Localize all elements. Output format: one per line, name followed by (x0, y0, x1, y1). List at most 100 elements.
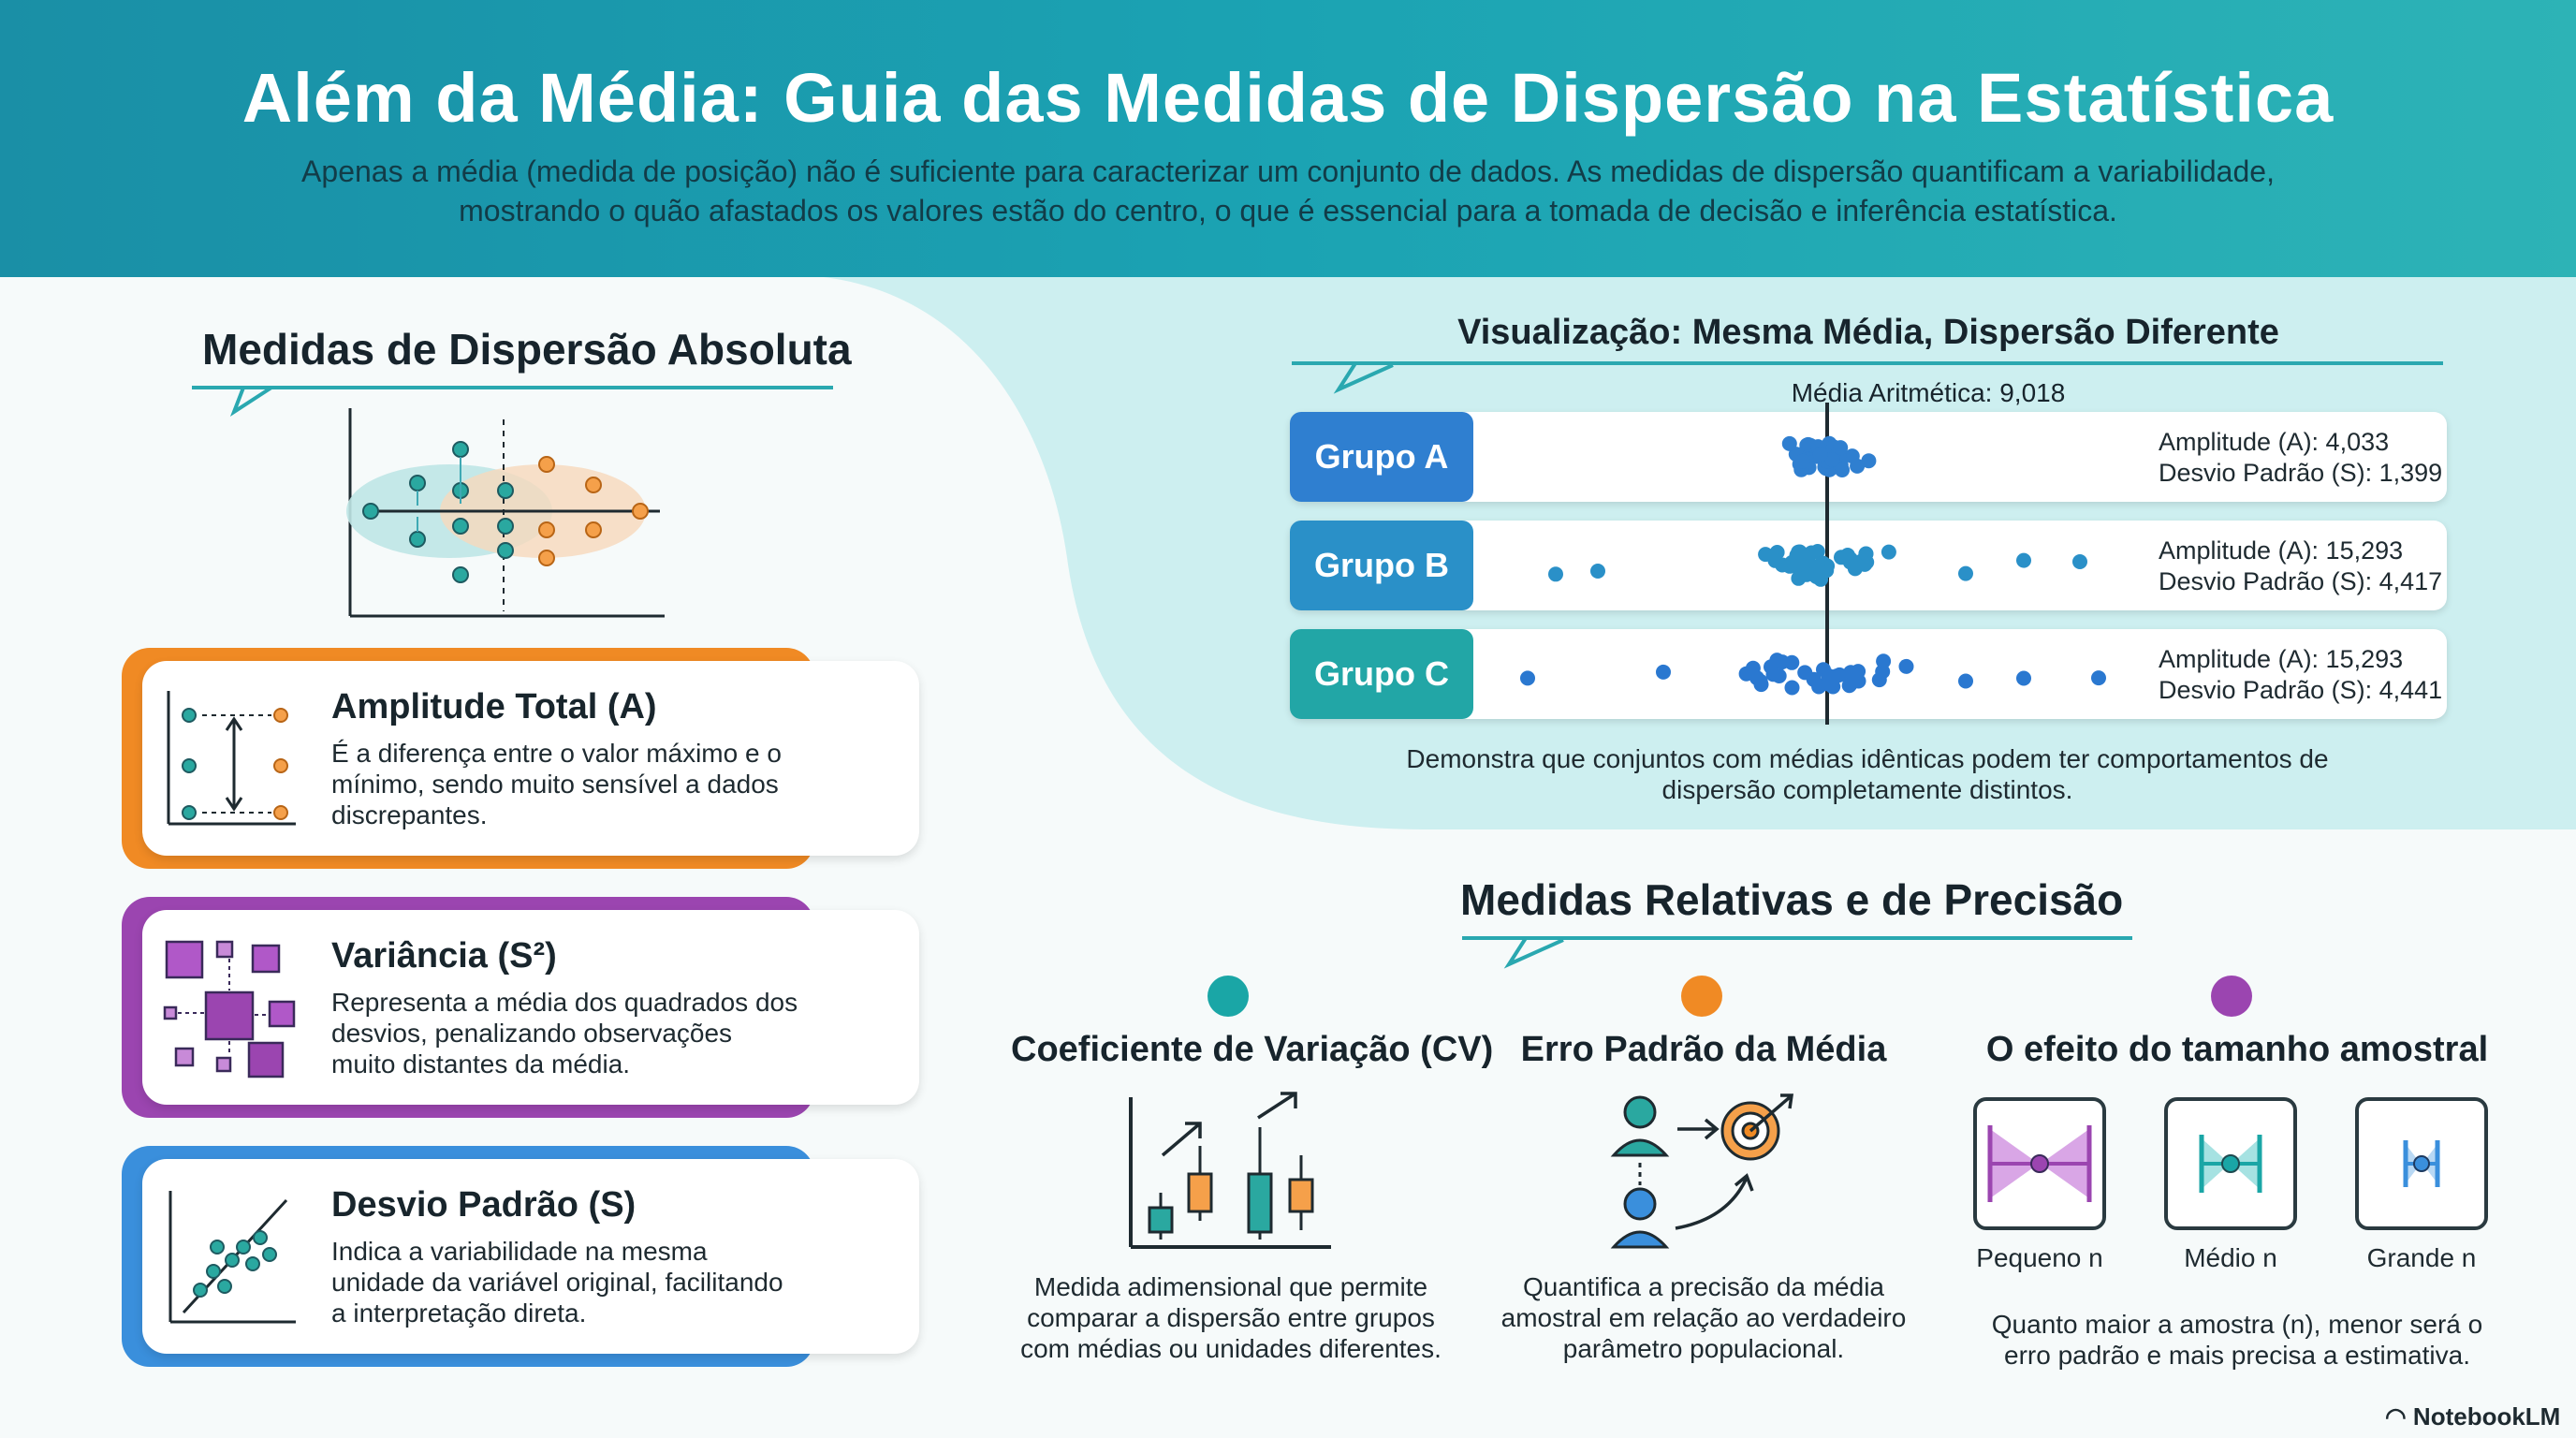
se-target-icon (1610, 1093, 1794, 1249)
relative-section-title: Medidas Relativas e de Precisão (1460, 875, 2124, 924)
group-b-stats: Amplitude (A): 15,293 Desvio Padrão (S): … (2159, 536, 2442, 597)
card-stddev: Desvio Padrão (S) Indica a variabilidade… (122, 1146, 919, 1367)
group-b-point (2016, 552, 2031, 568)
dot-plot (1520, 403, 2106, 725)
notebooklm-logo-icon: ◠ (2385, 1402, 2407, 1431)
small-n-label: Pequeno n (1976, 1243, 2103, 1272)
variance-squares-icon (163, 940, 296, 1078)
group-c-point (1749, 670, 1764, 686)
group-b-point (1791, 570, 1807, 586)
group-c-point (1841, 678, 1857, 694)
group-a-sd: Desvio Padrão (S): 1,399 (2159, 459, 2443, 487)
group-a-row: Grupo A Amplitude (A): 4,033 Desvio Padrã… (1290, 412, 2447, 502)
group-b-point (1758, 547, 1774, 563)
cv-text: Medida adimensional que permite comparar… (1020, 1272, 1442, 1363)
group-c-point (1876, 653, 1892, 669)
large-n-label: Grande n (2366, 1243, 2477, 1272)
group-c-point (1784, 680, 1800, 696)
group-c-point (1774, 654, 1790, 670)
card-stddev-body: Desvio Padrão (S) Indica a variabilidade… (142, 1159, 919, 1354)
group-c-point (1765, 667, 1781, 682)
medium-n-interval-icon (2199, 1135, 2262, 1193)
scatter-plot-icon (168, 1191, 296, 1324)
group-b-point (1813, 564, 1829, 580)
large-n-box (2355, 1097, 2488, 1230)
footer-brand: ◠ NotebookLM (2385, 1402, 2560, 1431)
visual-title-underline (1292, 361, 2443, 394)
group-b-point (1881, 544, 1896, 560)
page-title: Além da Média: Guia das Medidas de Dispe… (242, 59, 2334, 137)
group-a-point (1795, 453, 1811, 469)
group-c-point (1851, 664, 1866, 680)
group-b-label: Grupo B (1290, 521, 1473, 610)
group-a-point (1812, 447, 1828, 462)
group-b-sd: Desvio Padrão (S): 4,417 (2159, 567, 2443, 595)
group-a-label: Grupo A (1290, 412, 1473, 502)
group-a-point (1861, 453, 1877, 469)
small-n-interval-icon (1987, 1125, 2092, 1202)
absolute-title-underline (192, 386, 833, 418)
group-a-point (1833, 440, 1849, 456)
group-c-row: Grupo C Amplitude (A): 15,293 Desvio Padr… (1290, 629, 2447, 719)
card-variance-text: Representa a média dos quadrados dos des… (331, 988, 798, 1078)
card-amplitude-title: Amplitude Total (A) (331, 687, 657, 726)
group-b-point (1809, 544, 1825, 559)
cv-title: Coeficiente de Variação (CV) (1011, 1030, 1494, 1069)
range-icon (167, 691, 296, 826)
group-b-point (1958, 565, 1973, 581)
group-c-point (1871, 672, 1887, 688)
relative-title-underline (1462, 936, 2132, 969)
group-b-point (1548, 566, 1563, 582)
group-b-point (2072, 554, 2087, 569)
group-c-sd: Desvio Padrão (S): 4,441 (2159, 676, 2443, 704)
group-a-stats: Amplitude (A): 4,033 Desvio Padrão (S): 1… (2159, 427, 2442, 489)
group-a-point (1850, 458, 1866, 474)
group-c-point (1811, 679, 1827, 695)
relative-timeline (1208, 976, 2252, 1017)
group-c-point (1821, 668, 1837, 683)
group-c-point (1898, 658, 1914, 674)
group-c-range: Amplitude (A): 15,293 (2159, 645, 2404, 673)
page-subtitle: Apenas a média (medida de posição) não é… (301, 154, 2275, 227)
group-b-point (1590, 564, 1605, 579)
group-c-point (1656, 664, 1671, 680)
mean-label: Média Aritmética: 9,018 (1791, 378, 2066, 407)
group-c-stats: Amplitude (A): 15,293 Desvio Padrão (S): … (2159, 644, 2442, 706)
se-text: Quantifica a precisão da média amostral … (1500, 1272, 1907, 1363)
group-a-point (1781, 435, 1797, 451)
header-banner: Além da Média: Guia das Medidas de Dispe… (0, 0, 2576, 277)
card-variance-body: Variância (S²) Representa a média dos qu… (142, 910, 919, 1105)
small-n-box (1973, 1097, 2106, 1230)
timeline-node-cv (1208, 976, 1249, 1017)
group-b-point (1858, 546, 1874, 562)
card-stddev-text: Indica a variabilidade na mesma unidade … (331, 1237, 783, 1328)
group-b-range: Amplitude (A): 15,293 (2159, 536, 2404, 565)
visual-section-title: Visualização: Mesma Média, Dispersão Dif… (1457, 313, 2279, 352)
card-amplitude: Amplitude Total (A) É a diferença entre … (122, 648, 919, 869)
medium-n-label: Médio n (2184, 1243, 2277, 1272)
group-c-point (1832, 667, 1848, 682)
absolute-section-title: Medidas de Dispersão Absoluta (202, 325, 852, 374)
group-b-point (1792, 544, 1808, 560)
sample-size-text: Quanto maior a amostra (n), menor será o… (1991, 1310, 2483, 1370)
sample-size-title: O efeito do tamanho amostral (1985, 1030, 2489, 1069)
dispersion-illustration (346, 408, 665, 618)
group-a-point (1824, 452, 1840, 467)
group-c-point (2091, 670, 2106, 686)
card-amplitude-text: É a diferença entre o valor máximo e o m… (331, 739, 782, 829)
card-amplitude-body: Amplitude Total (A) É a diferença entre … (142, 661, 919, 856)
se-title: Erro Padrão da Média (1520, 1030, 1887, 1069)
card-variance-title: Variância (S²) (331, 936, 557, 976)
group-c-label: Grupo C (1290, 629, 1473, 719)
large-n-interval-icon (2403, 1140, 2440, 1187)
cv-chart-icon (1129, 1092, 1331, 1249)
medium-n-box (2164, 1097, 2297, 1230)
visual-caption: Demonstra que conjuntos com médias idênt… (1406, 744, 2329, 804)
timeline-node-se (1681, 976, 1722, 1017)
group-c-point (1520, 670, 1535, 686)
group-a-range: Amplitude (A): 4,033 (2159, 428, 2390, 456)
footer-brand-text: NotebookLM (2412, 1402, 2561, 1431)
card-stddev-title: Desvio Padrão (S) (331, 1185, 637, 1225)
card-variance: Variância (S²) Representa a média dos qu… (122, 897, 919, 1118)
group-c-point (1958, 673, 1973, 689)
